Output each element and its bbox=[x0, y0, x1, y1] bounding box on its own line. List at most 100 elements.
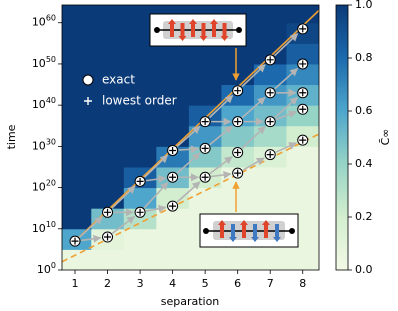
pathway-arrow bbox=[273, 33, 299, 57]
heat-cell bbox=[91, 125, 125, 147]
pathway-arrow bbox=[111, 215, 136, 235]
heat-cell bbox=[123, 146, 157, 168]
legend-label: lowest order bbox=[102, 94, 177, 108]
colorbar bbox=[335, 4, 349, 271]
lowest-order-point bbox=[104, 233, 112, 241]
heat-cell bbox=[123, 22, 157, 44]
x-tick-label: 6 bbox=[234, 277, 241, 290]
heat-cell bbox=[91, 249, 125, 270]
heat-cell bbox=[188, 84, 222, 106]
lowest-order-point bbox=[104, 208, 112, 216]
lowest-order-point bbox=[234, 118, 242, 126]
heat-cell bbox=[62, 208, 92, 230]
heat-cell bbox=[156, 84, 190, 106]
heat-cell bbox=[286, 43, 319, 65]
lowest-order-point bbox=[201, 173, 209, 181]
heat-cell bbox=[62, 249, 92, 270]
inset-top bbox=[149, 13, 247, 47]
pathway-arrow bbox=[241, 125, 266, 149]
heat-cell bbox=[253, 249, 287, 270]
pathway-arrow bbox=[275, 142, 298, 153]
colorbar-tick-label: 1.0 bbox=[355, 0, 373, 11]
x-tick-label: 3 bbox=[137, 277, 144, 290]
y-tick-label: 1060 bbox=[32, 13, 56, 29]
heat-cell bbox=[188, 187, 222, 209]
pathway-arrow bbox=[111, 185, 136, 209]
pathway-arrow bbox=[145, 204, 167, 213]
pathway-arrow bbox=[241, 64, 266, 88]
lowest-order-point bbox=[234, 149, 242, 157]
heat-cell bbox=[91, 43, 125, 65]
colorbar-label: C̄∞ bbox=[379, 129, 392, 146]
pathway-arrow bbox=[178, 145, 199, 154]
heat-cell bbox=[156, 125, 190, 147]
pathway-arrow bbox=[176, 152, 201, 174]
heat-cell bbox=[62, 43, 92, 65]
pathway-arrow bbox=[78, 216, 103, 238]
heat-cell bbox=[156, 249, 190, 270]
lowest-order-point bbox=[299, 105, 307, 113]
lowest-order-point bbox=[299, 60, 307, 68]
pathway-arrow bbox=[143, 154, 169, 178]
pathway-arrow bbox=[209, 125, 233, 146]
lowest-order-point bbox=[234, 169, 242, 177]
lowest-order-point bbox=[266, 56, 274, 64]
heat-cell bbox=[62, 22, 92, 44]
heat-cell bbox=[123, 5, 157, 24]
heat-cell bbox=[62, 187, 92, 209]
heat-cell bbox=[286, 166, 319, 189]
heat-cell bbox=[221, 125, 255, 147]
x-tick-label: 2 bbox=[104, 277, 111, 290]
lowest-order-point bbox=[136, 177, 144, 185]
heat-cell bbox=[91, 105, 125, 127]
heat-cell bbox=[91, 22, 125, 44]
heat-cell bbox=[123, 84, 157, 106]
x-tick-label: 5 bbox=[202, 277, 209, 290]
heat-cell bbox=[286, 187, 319, 209]
heat-cell bbox=[156, 105, 190, 127]
colorbar-tick-label: 0.2 bbox=[355, 210, 373, 223]
heat-cell bbox=[123, 43, 157, 65]
heat-cell bbox=[156, 208, 190, 230]
colorbar-tick-label: 0.0 bbox=[355, 263, 373, 276]
heat-cell bbox=[188, 63, 222, 86]
legend-marker bbox=[82, 74, 94, 86]
heat-cell bbox=[221, 249, 255, 270]
lowest-order-point bbox=[266, 118, 274, 126]
heat-cell bbox=[188, 249, 222, 270]
heat-cell bbox=[286, 249, 319, 270]
lowest-order-point bbox=[136, 208, 144, 216]
pathway-arrow bbox=[274, 96, 299, 119]
pathway-arrow bbox=[241, 96, 266, 119]
pathway-arrow bbox=[208, 94, 234, 119]
lowest-order-point bbox=[234, 87, 242, 95]
pathway-arrow bbox=[210, 170, 232, 179]
heat-cell bbox=[188, 43, 222, 65]
heat-cell bbox=[123, 249, 157, 270]
lowest-order-point bbox=[169, 146, 177, 154]
heat-cell bbox=[253, 22, 287, 44]
plot-frame bbox=[61, 4, 320, 271]
lowest-order-point bbox=[266, 151, 274, 159]
y-tick-label: 1050 bbox=[32, 54, 56, 70]
lowest-order-point bbox=[71, 237, 79, 245]
legend-marker bbox=[84, 97, 92, 105]
heat-cell bbox=[221, 43, 255, 65]
y-tick-label: 1030 bbox=[32, 137, 56, 153]
colorbar-tick-label: 0.8 bbox=[355, 51, 373, 64]
heat-cell bbox=[253, 125, 287, 147]
heat-cell bbox=[91, 5, 125, 24]
heat-cell bbox=[62, 105, 92, 127]
x-tick-label: 1 bbox=[72, 277, 79, 290]
x-axis-label: separation bbox=[161, 295, 220, 308]
heat-cell bbox=[91, 63, 125, 86]
x-tick-label: 4 bbox=[169, 277, 176, 290]
guide-line bbox=[62, 133, 319, 263]
x-tick-label: 8 bbox=[299, 277, 306, 290]
heat-cell bbox=[123, 228, 157, 250]
lowest-order-point bbox=[201, 144, 209, 152]
pathway-arrow bbox=[242, 157, 265, 171]
y-tick-label: 1010 bbox=[32, 219, 56, 235]
overlay bbox=[62, 9, 319, 263]
